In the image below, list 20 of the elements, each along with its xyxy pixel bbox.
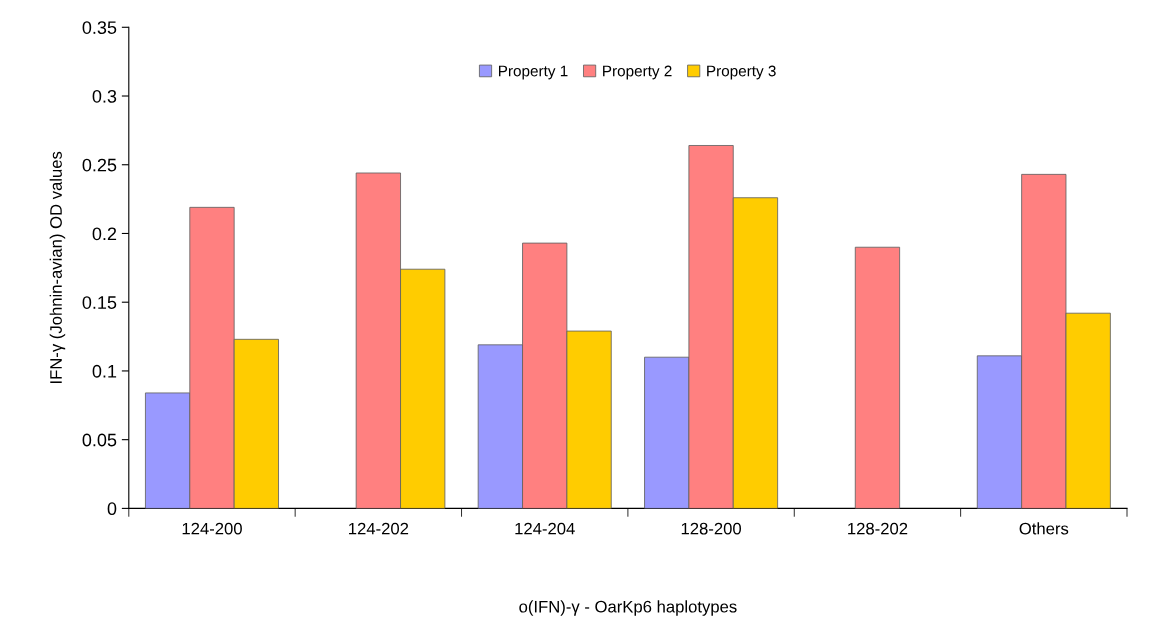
y-tick-label: 0.35 [82, 21, 117, 34]
x-tick-label: Others [1019, 522, 1069, 535]
x-tick-label: 124-204 [515, 522, 575, 535]
x-axis-title: o(IFN)-γ - OarKp6 haplotypes [519, 600, 737, 616]
x-tick-label: 128-202 [848, 522, 908, 535]
y-tick-label: 0 [107, 502, 117, 516]
x-tick-label: 128-200 [681, 522, 742, 535]
legend-label: Property 1 [498, 65, 568, 80]
x-tick-label: 124-202 [349, 522, 409, 535]
y-tick-label: 0.15 [82, 296, 117, 309]
bar [854, 246, 901, 509]
legend-label: Property 3 [707, 65, 776, 80]
y-tick-label: 0.05 [82, 433, 117, 447]
y-tick-label: 0.1 [92, 364, 117, 378]
y-axis-title: IFN-γ (Johnin-avian) OD values [49, 151, 66, 383]
y-tick-label: 0.2 [92, 227, 117, 241]
x-tick-label: 124-200 [182, 522, 242, 535]
legend-label: Property 2 [603, 65, 672, 80]
y-tick-label: 0.3 [92, 89, 117, 103]
y-tick-label: 0.25 [82, 158, 117, 172]
